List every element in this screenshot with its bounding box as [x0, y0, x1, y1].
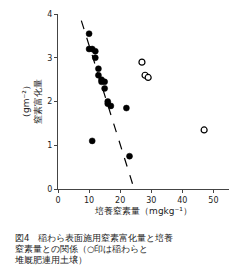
svg-text:2: 2: [47, 97, 52, 106]
svg-text:図4 稲わら表面施用窒素富化量と培養窒素量との関係（○印は稲: 図4 稲わら表面施用窒素富化量と培養窒素量との関係（○印は稲わらと堆厩肥連用土壌…: [14, 233, 173, 265]
svg-text:0: 0: [47, 185, 52, 194]
svg-text:20: 20: [115, 196, 125, 205]
svg-text:10: 10: [84, 196, 94, 205]
svg-text:1: 1: [47, 141, 52, 150]
svg-text:3: 3: [47, 54, 52, 63]
svg-text:培養窒素量（mgkg⁻¹）: 培養窒素量（mgkg⁻¹）: [94, 206, 192, 216]
svg-text:40: 40: [177, 196, 187, 205]
svg-text:4: 4: [47, 10, 52, 19]
svg-text:（gm⁻²）窒素富化量: （gm⁻²）窒素富化量: [21, 79, 43, 124]
svg-text:0: 0: [55, 196, 60, 205]
svg-text:50: 50: [208, 196, 218, 205]
svg-text:30: 30: [146, 196, 156, 205]
